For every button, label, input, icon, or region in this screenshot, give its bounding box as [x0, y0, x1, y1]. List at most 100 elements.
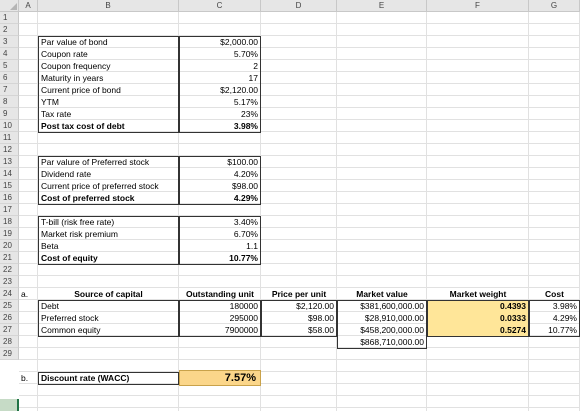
row-header[interactable]: 5: [0, 60, 19, 72]
preferred-dividend-label[interactable]: Dividend rate: [41, 169, 92, 179]
row-header[interactable]: 26: [0, 312, 19, 324]
units-box: [179, 300, 261, 337]
common-units[interactable]: 7900000: [224, 325, 258, 335]
common-price[interactable]: $58.00: [308, 325, 334, 335]
header-outstanding-unit[interactable]: Outstanding unit: [186, 289, 254, 299]
debt-units[interactable]: 180000: [229, 301, 258, 311]
row-header[interactable]: 10: [0, 120, 19, 132]
preferred-units[interactable]: 295000: [229, 313, 258, 323]
bond-cost-value[interactable]: 3.98%: [233, 121, 258, 131]
row-header[interactable]: 22: [0, 264, 19, 276]
cell-grid[interactable]: [19, 12, 580, 411]
preferred-source[interactable]: Preferred stock: [41, 313, 99, 323]
bond-coupon-frequency-value[interactable]: 2: [253, 61, 258, 71]
bond-cost-label[interactable]: Post tax cost of debt: [41, 121, 125, 131]
row-header[interactable]: 6: [0, 72, 19, 84]
column-header-c[interactable]: C: [179, 0, 261, 12]
debt-source[interactable]: Debt: [41, 301, 59, 311]
row-header[interactable]: 15: [0, 180, 19, 192]
preferred-cost[interactable]: 4.29%: [552, 313, 577, 323]
row-header[interactable]: 8: [0, 96, 19, 108]
header-source-of-capital[interactable]: Source of capital: [74, 289, 143, 299]
row-header[interactable]: 27: [0, 324, 19, 336]
equity-cost-value[interactable]: 10.77%: [229, 253, 258, 263]
common-weight[interactable]: 0.5274: [500, 325, 526, 335]
preferred-weight[interactable]: 0.0333: [500, 313, 526, 323]
row-header[interactable]: 20: [0, 240, 19, 252]
row-header[interactable]: 28: [0, 336, 19, 348]
row-header[interactable]: 14: [0, 168, 19, 180]
column-header-e[interactable]: E: [337, 0, 427, 12]
row-header[interactable]: 12: [0, 144, 19, 156]
debt-weight[interactable]: 0.4393: [500, 301, 526, 311]
row-header[interactable]: 3: [0, 36, 19, 48]
debt-market-value[interactable]: $381,600,000.00: [360, 301, 424, 311]
bond-par-label[interactable]: Par value of bond: [41, 37, 108, 47]
bond-tax-label[interactable]: Tax rate: [41, 109, 72, 119]
column-header-b[interactable]: B: [38, 0, 179, 12]
bond-tax-value[interactable]: 23%: [240, 109, 258, 119]
bond-price-label[interactable]: Current price of bond: [41, 85, 121, 95]
equity-beta-value[interactable]: 1.1: [246, 241, 258, 251]
header-market-value[interactable]: Market value: [356, 289, 408, 299]
row-header[interactable]: 4: [0, 48, 19, 60]
bond-coupon-frequency-label[interactable]: Coupon frequency: [41, 61, 111, 71]
bond-coupon-rate-label[interactable]: Coupon rate: [41, 49, 88, 59]
preferred-par-label[interactable]: Par valure of Preferred stock: [41, 157, 150, 167]
row-header[interactable]: 19: [0, 228, 19, 240]
bond-par-value[interactable]: $2,000.00: [220, 37, 258, 47]
column-header-a[interactable]: A: [19, 0, 38, 12]
preferred-price-label[interactable]: Current price of preferred stock: [41, 181, 159, 191]
common-source[interactable]: Common equity: [41, 325, 101, 335]
column-header-g[interactable]: G: [529, 0, 580, 12]
select-all-corner[interactable]: [0, 0, 19, 12]
row-header[interactable]: 9: [0, 108, 19, 120]
row-header[interactable]: 29: [0, 348, 19, 360]
bond-maturity-label[interactable]: Maturity in years: [41, 73, 104, 83]
preferred-price[interactable]: $98.00: [308, 313, 334, 323]
section-b-label[interactable]: b.: [21, 373, 29, 383]
row-header[interactable]: 24: [0, 288, 19, 300]
row-header[interactable]: 2: [0, 24, 19, 36]
row-header[interactable]: 7: [0, 84, 19, 96]
equity-mrp-value[interactable]: 6.70%: [233, 229, 258, 239]
equity-cost-label[interactable]: Cost of equity: [41, 253, 98, 263]
preferred-par-value[interactable]: $100.00: [227, 157, 258, 167]
header-market-weight[interactable]: Market weight: [449, 289, 507, 299]
common-market-value[interactable]: $458,200,000.00: [360, 325, 424, 335]
bond-ytm-value[interactable]: 5.17%: [233, 97, 258, 107]
common-cost[interactable]: 10.77%: [548, 325, 577, 335]
bond-coupon-rate-value[interactable]: 5.70%: [233, 49, 258, 59]
bond-ytm-label[interactable]: YTM: [41, 97, 59, 107]
preferred-market-value[interactable]: $28,910,000.00: [364, 313, 424, 323]
row-header[interactable]: 16: [0, 192, 19, 204]
preferred-cost-value[interactable]: 4.29%: [233, 193, 258, 203]
row-header[interactable]: 11: [0, 132, 19, 144]
header-cost[interactable]: Cost: [545, 289, 564, 299]
bond-maturity-value[interactable]: 17: [248, 73, 258, 83]
debt-cost[interactable]: 3.98%: [552, 301, 577, 311]
equity-tbill-label[interactable]: T-bill (risk free rate): [41, 217, 115, 227]
equity-tbill-value[interactable]: 3.40%: [233, 217, 258, 227]
preferred-cost-label[interactable]: Cost of preferred stock: [41, 193, 135, 203]
equity-beta-label[interactable]: Beta: [41, 241, 59, 251]
row-header[interactable]: 13: [0, 156, 19, 168]
equity-mrp-label[interactable]: Market risk premium: [41, 229, 118, 239]
wacc-value[interactable]: 7.57%: [224, 372, 256, 384]
preferred-price-value[interactable]: $98.00: [232, 181, 258, 191]
wacc-label[interactable]: Discount rate (WACC): [41, 373, 130, 383]
row-header[interactable]: 21: [0, 252, 19, 264]
row-header[interactable]: 18: [0, 216, 19, 228]
row-header[interactable]: 17: [0, 204, 19, 216]
column-header-f[interactable]: F: [427, 0, 529, 12]
column-header-d[interactable]: D: [261, 0, 337, 12]
row-header[interactable]: 25: [0, 300, 19, 312]
preferred-dividend-value[interactable]: 4.20%: [233, 169, 258, 179]
total-market-value[interactable]: $868,710,000.00: [360, 337, 424, 347]
bond-price-value[interactable]: $2,120.00: [220, 85, 258, 95]
header-price-per-unit[interactable]: Price per unit: [271, 289, 327, 299]
section-a-label[interactable]: a.: [21, 289, 29, 299]
row-header[interactable]: 1: [0, 12, 19, 24]
debt-price[interactable]: $2,120.00: [296, 301, 334, 311]
row-header[interactable]: 23: [0, 276, 19, 288]
